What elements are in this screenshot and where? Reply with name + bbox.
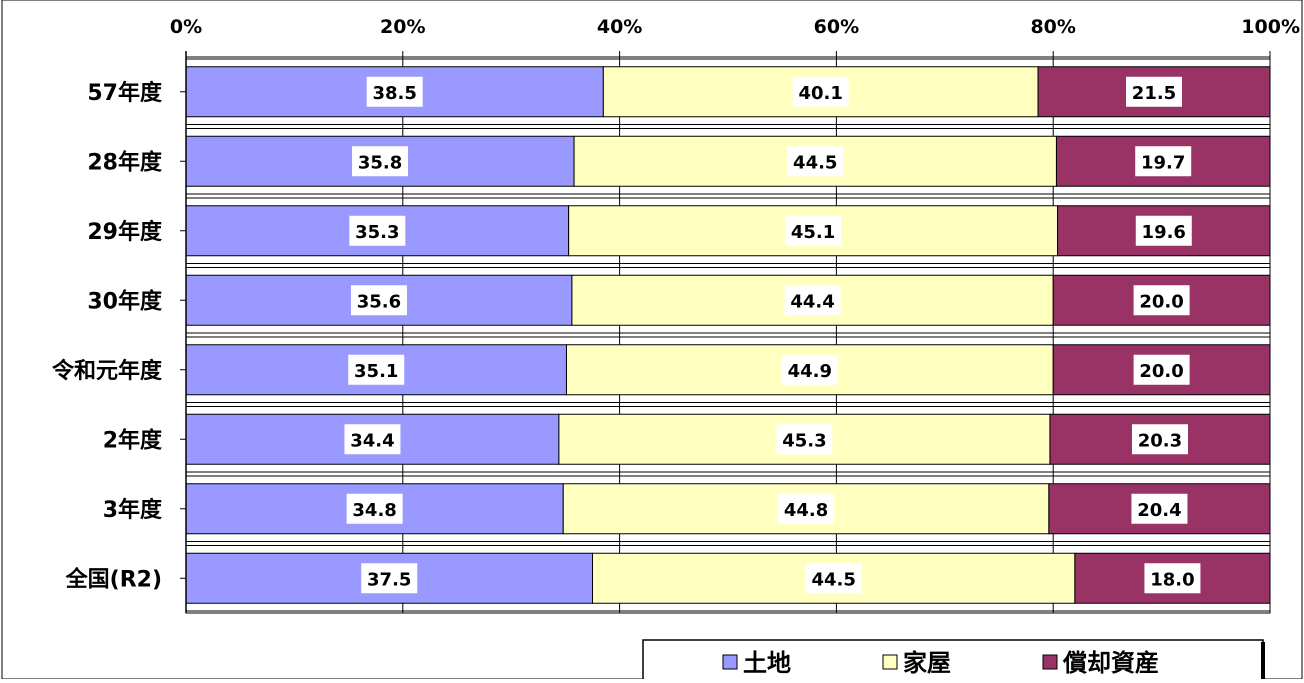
data-label-bg — [349, 215, 406, 246]
data-label: 20.0 — [1139, 361, 1183, 382]
x-tick-label: 80% — [1030, 16, 1075, 38]
data-label-bg — [784, 285, 841, 316]
data-label-bg — [1133, 354, 1190, 385]
legend-swatch — [882, 654, 898, 670]
data-label: 20.3 — [1138, 430, 1182, 451]
legend-swatch — [1042, 654, 1058, 670]
category-label: 30年度 — [87, 288, 163, 314]
data-label: 37.5 — [367, 569, 411, 590]
data-label: 20.0 — [1139, 291, 1183, 312]
data-label-bg — [776, 424, 833, 455]
legend-swatch — [722, 654, 738, 670]
category-label: 全国(R2) — [65, 566, 162, 592]
data-label-bg — [805, 563, 862, 594]
data-label-bg — [346, 493, 403, 524]
category-label: 57年度 — [87, 80, 163, 106]
data-label-bg — [1135, 215, 1192, 246]
category-label: 令和元年度 — [52, 358, 163, 384]
category-label: 2年度 — [103, 427, 163, 453]
data-label-bg — [781, 354, 838, 385]
data-label: 40.1 — [798, 83, 842, 104]
data-label-bg — [1133, 285, 1190, 316]
category-label: 3年度 — [103, 497, 163, 523]
data-label-bg — [350, 285, 407, 316]
data-label: 34.4 — [350, 430, 394, 451]
data-label: 20.4 — [1137, 500, 1181, 521]
x-axis: 0% 20% 40% 60% 80% 100% — [170, 16, 1300, 57]
data-label: 35.1 — [354, 361, 398, 382]
data-label: 21.5 — [1132, 83, 1176, 104]
x-tick-label: 40% — [597, 16, 642, 38]
legend-label: 家屋 — [903, 649, 951, 677]
x-tick-label: 100% — [1241, 16, 1300, 38]
data-labels-layer: 38.5 40.1 21.5 35.8 44.5 19.7 35.3 45.1 19.6 35.6… — [344, 76, 1201, 594]
data-label: 44.5 — [793, 152, 837, 173]
data-label-bg — [348, 354, 405, 385]
data-label: 45.1 — [791, 222, 835, 243]
data-label: 44.4 — [790, 291, 834, 312]
data-label-bg — [1131, 424, 1188, 455]
data-label: 19.7 — [1141, 152, 1185, 173]
data-label-bg — [1135, 146, 1192, 177]
data-label: 35.6 — [357, 291, 401, 312]
data-label: 38.5 — [372, 83, 416, 104]
data-label: 35.8 — [358, 152, 402, 173]
category-label: 28年度 — [87, 149, 163, 175]
category-label: 29年度 — [87, 219, 163, 245]
data-label: 44.8 — [784, 500, 828, 521]
data-label-bg — [361, 563, 418, 594]
x-tick-label: 0% — [170, 16, 202, 38]
data-label-bg — [366, 76, 423, 107]
data-label-bg — [785, 215, 842, 246]
x-tick-label: 60% — [814, 16, 859, 38]
data-label-bg — [1144, 563, 1201, 594]
data-label: 18.0 — [1150, 569, 1194, 590]
data-label-bg — [344, 424, 401, 455]
x-tick-label: 20% — [380, 16, 425, 38]
bars-layer — [185, 66, 1271, 604]
data-label: 19.6 — [1142, 222, 1186, 243]
data-label: 44.5 — [811, 569, 855, 590]
data-label: 45.3 — [782, 430, 826, 451]
data-label: 44.9 — [788, 361, 832, 382]
legend: 土地 家屋 償却資産 — [642, 639, 1265, 683]
data-label-bg — [1126, 76, 1183, 107]
data-label-bg — [778, 493, 835, 524]
data-label-bg — [352, 146, 409, 177]
data-label-bg — [792, 76, 849, 107]
legend-label: 償却資産 — [1062, 649, 1159, 677]
legend-label: 土地 — [743, 649, 791, 677]
data-label: 34.8 — [352, 500, 396, 521]
legend-box — [642, 639, 1264, 683]
data-label: 35.3 — [355, 222, 399, 243]
data-label-bg — [1131, 493, 1188, 524]
data-label-bg — [787, 146, 844, 177]
